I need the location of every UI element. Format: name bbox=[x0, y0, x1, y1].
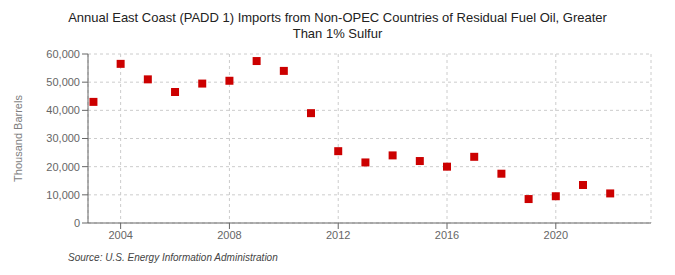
html-text:Than 1% Sulfur: Than 1% Sulfur bbox=[292, 26, 383, 41]
svg-text:2004: 2004 bbox=[108, 229, 132, 241]
svg-text:50,000: 50,000 bbox=[46, 76, 80, 88]
svg-text:2012: 2012 bbox=[326, 229, 350, 241]
svg-text:60,000: 60,000 bbox=[46, 48, 80, 60]
svg-text:40,000: 40,000 bbox=[46, 104, 80, 116]
svg-text:30,000: 30,000 bbox=[46, 132, 80, 144]
svg-text:2016: 2016 bbox=[435, 229, 459, 241]
svg-text:Thousand Barrels: Thousand Barrels bbox=[12, 95, 24, 182]
svg-text:2020: 2020 bbox=[544, 229, 568, 241]
svg-text:10,000: 10,000 bbox=[46, 189, 80, 201]
svg-text:0: 0 bbox=[74, 217, 80, 229]
svg-text:20,000: 20,000 bbox=[46, 161, 80, 173]
html-text:Source: U.S. Energy Informatio: Source: U.S. Energy Information Administ… bbox=[68, 252, 278, 263]
html-text:Annual East Coast (PADD 1) Imp: Annual East Coast (PADD 1) Imports from … bbox=[68, 10, 607, 25]
svg-text:2008: 2008 bbox=[217, 229, 241, 241]
